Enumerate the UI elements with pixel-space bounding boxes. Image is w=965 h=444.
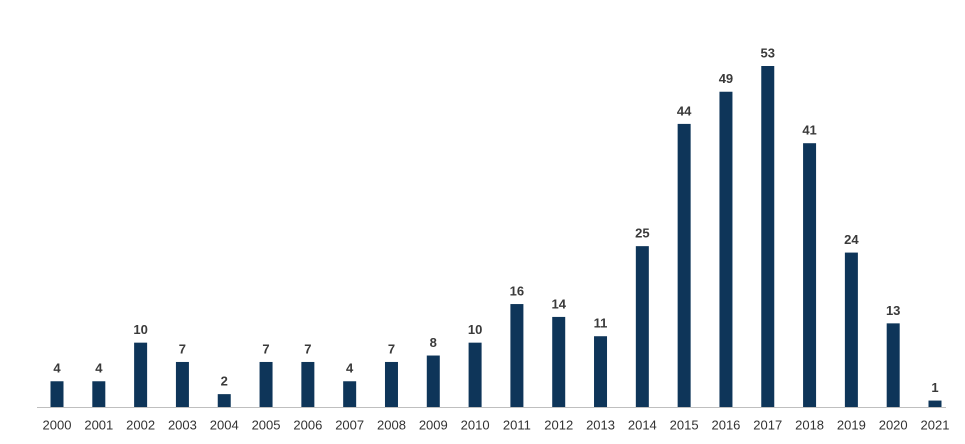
- bar: [719, 91, 733, 408]
- bar: [552, 316, 566, 407]
- bar: [259, 361, 273, 407]
- bar: [594, 336, 608, 407]
- value-label: 14: [551, 296, 566, 311]
- bar: [134, 342, 148, 407]
- value-label: 44: [677, 103, 692, 118]
- x-tick-label: 2021: [921, 417, 950, 432]
- value-label: 4: [346, 361, 354, 376]
- value-label: 2: [221, 374, 228, 389]
- x-tick-label: 2007: [335, 417, 364, 432]
- bar: [677, 123, 691, 407]
- x-tick-label: 2009: [419, 417, 448, 432]
- x-tick-label: 2012: [544, 417, 573, 432]
- x-tick-label: 2006: [293, 417, 322, 432]
- bar: [343, 381, 357, 407]
- x-tick-label: 2020: [879, 417, 908, 432]
- x-tick-label: 2013: [586, 417, 615, 432]
- bar: [217, 394, 231, 407]
- bar: [92, 381, 106, 407]
- bar: [510, 304, 524, 407]
- value-label: 25: [635, 226, 649, 241]
- x-tick-label: 2011: [503, 417, 531, 432]
- value-label: 49: [719, 71, 733, 86]
- value-label: 24: [844, 232, 859, 247]
- value-label: 16: [510, 283, 524, 298]
- x-tick-label: 2019: [837, 417, 866, 432]
- value-label: 7: [304, 341, 311, 356]
- bar: [468, 342, 482, 407]
- bar: [886, 323, 900, 407]
- bar: [50, 381, 64, 407]
- x-tick-label: 2003: [168, 417, 197, 432]
- value-label: 13: [886, 303, 900, 318]
- value-label: 7: [179, 341, 186, 356]
- value-label: 7: [262, 341, 269, 356]
- value-label: 41: [802, 123, 816, 138]
- bar: [844, 252, 858, 407]
- x-tick-label: 2016: [711, 417, 740, 432]
- bar: [928, 400, 942, 407]
- x-tick-label: 2000: [43, 417, 72, 432]
- value-label: 1: [931, 380, 938, 395]
- x-tick-label: 2015: [670, 417, 699, 432]
- x-tick-label: 2014: [628, 417, 657, 432]
- value-label: 7: [388, 341, 395, 356]
- bar: [761, 66, 775, 407]
- bar: [175, 361, 189, 407]
- x-tick-label: 2018: [795, 417, 824, 432]
- value-label: 11: [594, 316, 608, 331]
- value-label: 8: [430, 335, 437, 350]
- x-tick-label: 2010: [461, 417, 490, 432]
- value-label: 10: [133, 322, 147, 337]
- value-label: 4: [95, 361, 103, 376]
- bar: [426, 355, 440, 407]
- bar: [635, 246, 649, 407]
- value-label: 4: [53, 361, 61, 376]
- value-label: 53: [761, 45, 775, 60]
- bar: [301, 361, 315, 407]
- value-label: 10: [468, 322, 482, 337]
- x-tick-label: 2001: [84, 417, 113, 432]
- x-tick-label: 2004: [210, 417, 239, 432]
- bar: [384, 361, 398, 407]
- x-tick-label: 2017: [753, 417, 782, 432]
- x-tick-label: 2008: [377, 417, 406, 432]
- x-tick-label: 2005: [252, 417, 281, 432]
- bar: [803, 143, 817, 407]
- x-tick-label: 2002: [126, 417, 155, 432]
